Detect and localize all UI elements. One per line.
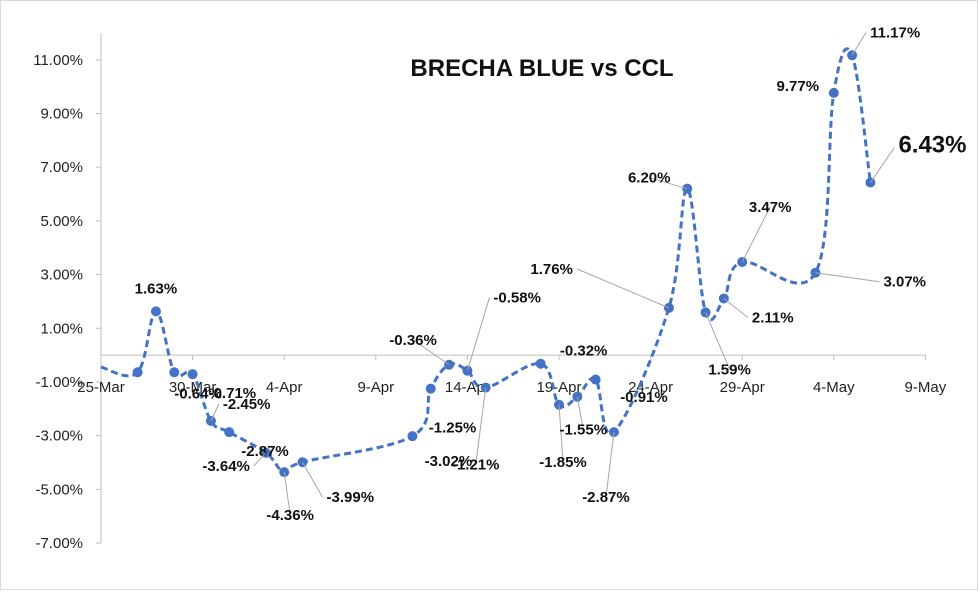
data-label-leader (649, 177, 688, 190)
data-label: -0.58% (493, 290, 541, 307)
data-label-leader (576, 268, 670, 309)
data-point (187, 369, 198, 380)
data-label: 2.11% (752, 309, 794, 326)
data-point (828, 87, 839, 98)
data-label-leader (605, 432, 615, 498)
x-tick-label: 4-May (813, 379, 855, 396)
data-label-leader (412, 339, 450, 366)
y-tick-label: 11.00% (33, 52, 83, 69)
data-label: -1.25% (429, 420, 477, 437)
data-label: -4.36% (266, 507, 314, 524)
x-tick-label: 14-Apr (445, 379, 490, 396)
data-label: 1.76% (530, 261, 573, 278)
y-tick-label: 1.00% (40, 320, 83, 337)
x-tick-label: 25-Mar (77, 379, 125, 396)
data-label: -1.55% (560, 422, 608, 439)
data-label-leader (705, 312, 731, 370)
data-point (535, 358, 546, 369)
x-tick-label: 30-Mar (169, 379, 217, 396)
data-label: -1.85% (539, 454, 587, 471)
data-point (425, 383, 436, 394)
y-tick-label: -7.00% (35, 535, 83, 552)
data-label: 6.43% (898, 132, 966, 159)
data-label: -2.45% (223, 396, 271, 413)
data-label: -3.64% (202, 458, 250, 475)
y-tick-label: 9.00% (40, 106, 83, 123)
data-label-leader (210, 403, 220, 422)
data-point (132, 367, 143, 378)
data-point (224, 427, 235, 438)
data-label-leader (870, 147, 895, 183)
x-tick-label: 4-Apr (266, 379, 303, 396)
x-tick-label: 29-Apr (720, 379, 765, 396)
chart-title: BRECHA BLUE vs CCL (410, 55, 673, 82)
data-label-leader (741, 206, 771, 263)
data-label: -0.36% (389, 332, 437, 349)
data-label: -0.91% (620, 389, 668, 406)
data-label-leader (283, 472, 291, 516)
data-label: -0.71% (209, 385, 257, 402)
data-label: -3.02% (425, 453, 473, 470)
y-tick-label: 3.00% (40, 267, 83, 284)
y-tick-label: -1.00% (35, 374, 83, 391)
data-label: 3.07% (883, 274, 926, 291)
data-label-leader (723, 298, 749, 318)
data-label-leader (302, 461, 323, 498)
data-label-leader (815, 272, 880, 283)
data-point (169, 367, 180, 378)
x-tick-label: 9-May (905, 379, 947, 396)
x-tick-label: 9-Apr (357, 379, 394, 396)
data-label: 3.47% (749, 199, 792, 216)
data-label: -0.64% (174, 385, 222, 402)
y-tick-label: 7.00% (40, 159, 83, 176)
data-point (150, 306, 161, 317)
data-label: 1.63% (135, 280, 178, 297)
data-label-leader (253, 452, 267, 467)
data-label: -1.21% (452, 457, 500, 474)
data-point (590, 374, 601, 385)
data-label: -2.87% (241, 443, 289, 460)
data-label: 11.17% (870, 24, 920, 41)
data-label: 1.59% (708, 361, 751, 378)
data-label: 9.77% (777, 78, 820, 95)
data-label-leader (576, 396, 584, 430)
data-point (407, 431, 418, 442)
data-label: 6.20% (628, 170, 671, 187)
y-tick-label: -5.00% (35, 481, 83, 498)
x-tick-label: 19-Apr (536, 379, 581, 396)
data-label-leader (851, 32, 867, 56)
data-label: -0.32% (560, 343, 608, 360)
data-label: -2.87% (582, 489, 630, 506)
data-label: -3.99% (327, 489, 375, 506)
data-label-leader (475, 387, 487, 465)
y-tick-label: -3.00% (35, 428, 83, 445)
data-label-leader (558, 404, 564, 462)
data-label-leader (466, 297, 490, 371)
y-tick-label: 5.00% (40, 213, 83, 230)
